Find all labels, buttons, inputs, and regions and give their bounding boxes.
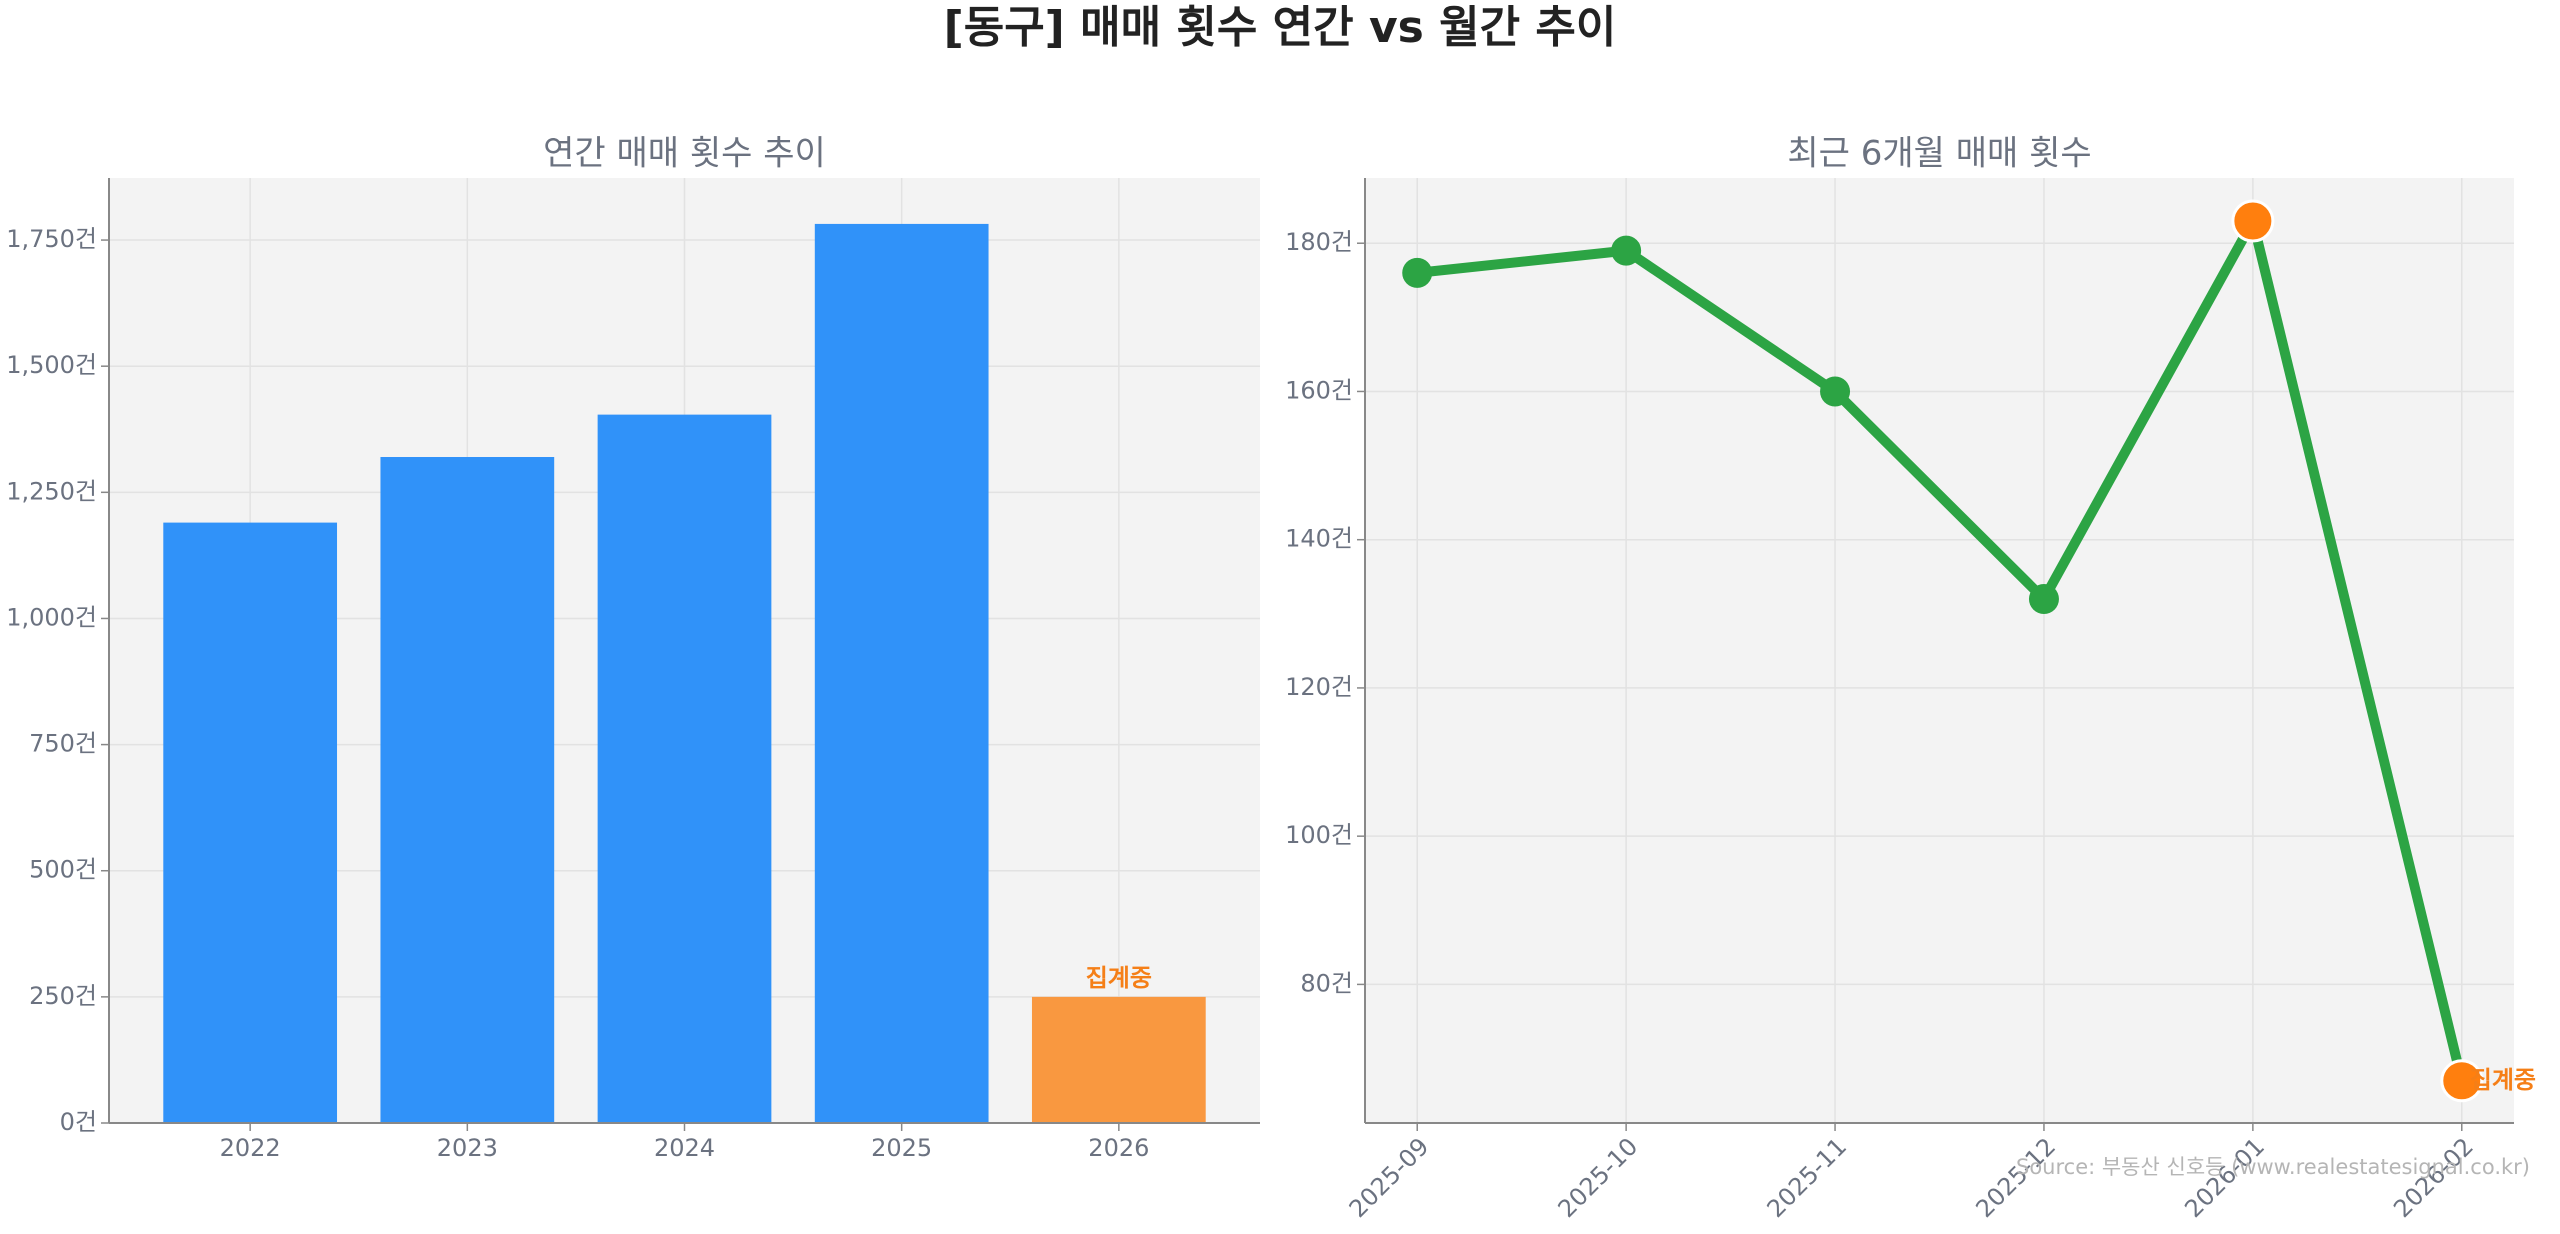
- y-tick-label: 100건: [1285, 821, 1353, 849]
- bar: [597, 414, 772, 1123]
- marker: [2231, 199, 2275, 243]
- y-tick-label: 1,000건: [6, 603, 97, 631]
- marker: [1611, 235, 1642, 266]
- y-tick-label: 250건: [29, 982, 97, 1010]
- y-tick-label: 120건: [1285, 673, 1353, 701]
- line: [1416, 215, 2467, 1082]
- panel-title: 연간 매매 횟수 추이: [543, 134, 826, 174]
- bar: [814, 223, 989, 1124]
- x-tick-label: 2025: [871, 1134, 932, 1162]
- bar: [380, 457, 555, 1123]
- x-tick-label: 2024: [654, 1134, 715, 1162]
- figure-title: [동구] 매매 횟수 연간 vs 월간 추이: [944, 2, 1617, 53]
- y-tick-label: 180건: [1285, 228, 1353, 256]
- panel-title: 최근 6개월 매매 횟수: [1787, 134, 2091, 174]
- bar: [1031, 996, 1206, 1123]
- y-tick-label: 1,250건: [6, 477, 97, 505]
- y-tick-label: 1,500건: [6, 351, 97, 379]
- marker: [1820, 376, 1851, 407]
- marker: [2440, 1059, 2484, 1103]
- y-tick-label: 0건: [60, 1108, 97, 1136]
- y-tick-label: 80건: [1300, 969, 1353, 997]
- annotation: 집계중: [1086, 964, 1152, 992]
- x-tick-label: 2023: [437, 1134, 498, 1162]
- bar: [163, 522, 338, 1123]
- y-tick-label: 500건: [29, 856, 97, 884]
- marker: [1402, 257, 1433, 288]
- y-tick-label: 140건: [1285, 525, 1353, 553]
- y-tick-label: 750건: [29, 730, 97, 758]
- x-tick-label: 2022: [220, 1134, 281, 1162]
- y-tick-label: 160건: [1285, 376, 1353, 404]
- y-tick-label: 1,750건: [6, 225, 97, 253]
- plot-area: [1365, 178, 2514, 1123]
- annotation: 집계중: [2470, 1066, 2536, 1094]
- x-tick-label: 2026: [1088, 1134, 1149, 1162]
- source-note: Source: 부동산 신호등 (www.realestatesignal.co…: [2016, 1155, 2530, 1179]
- marker: [2028, 583, 2059, 614]
